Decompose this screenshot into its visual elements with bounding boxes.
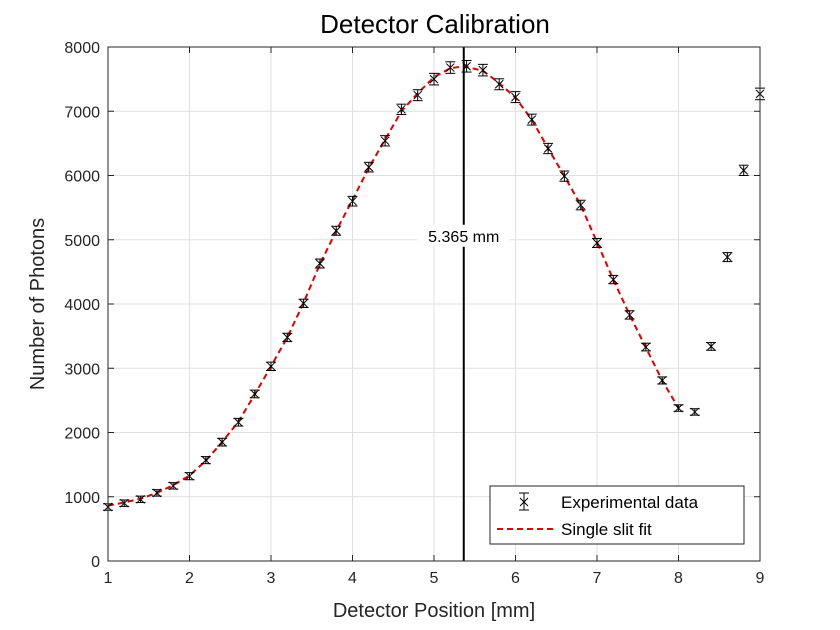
data-point <box>200 455 211 465</box>
data-point <box>608 274 619 285</box>
x-tick-labels: 1 2 3 4 5 6 7 8 9 <box>104 570 765 587</box>
data-point <box>640 342 651 352</box>
data-point <box>477 63 488 77</box>
y-tick-label: 8000 <box>64 40 100 57</box>
data-point <box>396 103 407 115</box>
data-point <box>722 252 733 263</box>
data-points-layer <box>103 59 765 512</box>
data-point <box>689 407 700 417</box>
y-tick-label: 3000 <box>64 361 100 378</box>
y-axis-label: Number of Photons <box>27 218 49 390</box>
data-point <box>445 61 456 74</box>
data-point <box>461 59 472 73</box>
y-tick-label: 7000 <box>64 104 100 121</box>
y-tick-labels: 0 1000 2000 3000 4000 5000 6000 7000 8000 <box>64 40 100 571</box>
data-point <box>510 91 521 104</box>
x-axis-label: Detector Position [mm] <box>333 600 535 622</box>
data-point <box>135 494 146 504</box>
y-tick-label: 6000 <box>64 169 100 186</box>
y-tick-label: 0 <box>91 554 100 571</box>
data-point <box>119 498 130 508</box>
legend-box <box>489 485 745 545</box>
data-point <box>331 225 342 236</box>
y-tick-label: 2000 <box>64 426 100 443</box>
data-point <box>347 195 358 207</box>
data-point <box>738 164 749 176</box>
data-point <box>657 376 668 385</box>
data-point <box>543 142 554 155</box>
data-point <box>526 113 537 126</box>
data-point <box>298 298 309 309</box>
x-tick-label: 4 <box>348 570 357 587</box>
data-point <box>559 170 570 182</box>
data-point <box>249 389 260 399</box>
data-point <box>217 437 228 447</box>
legend-label-experimental: Experimental data <box>561 493 699 512</box>
data-point <box>282 332 293 343</box>
x-tick-label: 1 <box>104 570 113 587</box>
data-point <box>412 89 423 102</box>
x-tick-label: 8 <box>674 570 683 587</box>
peak-position-label: 5.365 mm <box>428 229 499 246</box>
data-point <box>233 417 244 427</box>
data-point <box>151 488 162 498</box>
grid <box>107 46 761 562</box>
data-point <box>168 481 179 491</box>
data-point <box>592 237 602 248</box>
data-point <box>184 471 195 481</box>
annotation-background <box>417 224 510 247</box>
x-tick-label: 9 <box>756 570 765 587</box>
y-tick-label: 4000 <box>64 297 100 314</box>
data-point <box>624 310 635 320</box>
chart-title: Detector Calibration <box>320 9 550 39</box>
x-tick-label: 7 <box>593 570 602 587</box>
annotation-layer: 5.365 mm <box>417 224 510 247</box>
data-point <box>314 258 325 269</box>
data-point <box>429 72 439 86</box>
y-tick-label: 1000 <box>64 490 100 507</box>
x-tick-label: 6 <box>511 570 520 587</box>
data-point <box>706 342 717 351</box>
y-tick-label: 5000 <box>64 233 100 250</box>
legend: Experimental data Single slit fit <box>489 485 745 545</box>
data-point <box>494 78 505 91</box>
data-point <box>575 199 586 211</box>
data-point <box>363 161 374 173</box>
data-point <box>380 135 391 147</box>
data-point <box>266 361 276 371</box>
x-tick-label: 2 <box>185 570 194 587</box>
data-point <box>673 403 684 413</box>
legend-marker-experimental <box>519 492 529 511</box>
tick-marks <box>107 46 761 562</box>
legend-label-fit: Single slit fit <box>561 520 652 539</box>
x-tick-label: 3 <box>267 570 276 587</box>
x-tick-label: 5 <box>430 570 439 587</box>
